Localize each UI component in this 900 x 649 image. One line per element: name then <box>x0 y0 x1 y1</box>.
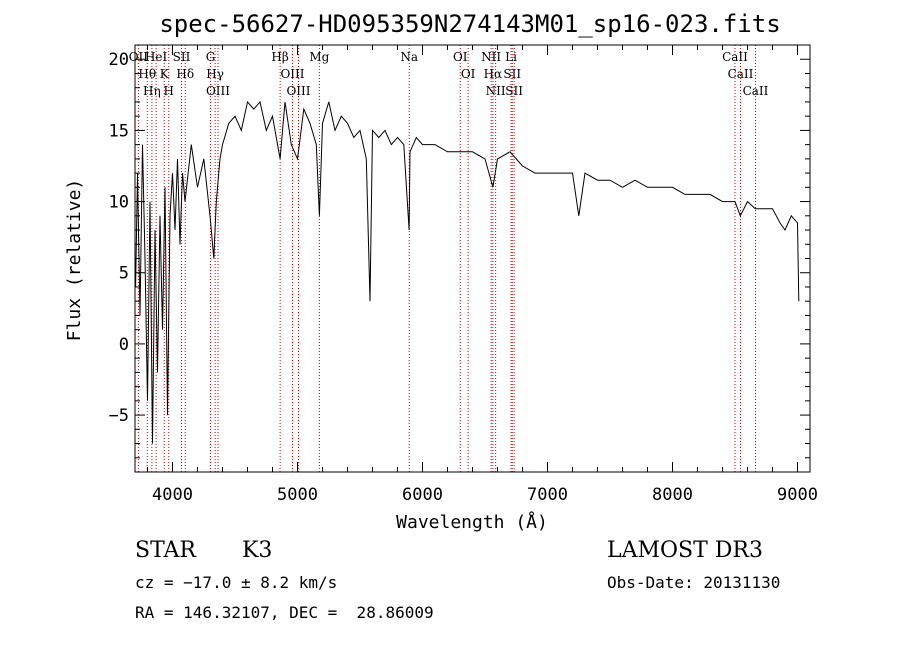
y-tick-label: 15 <box>109 121 129 141</box>
reference-line-label: OI <box>453 50 468 64</box>
reference-labels-group: OII Hθ Hη HeI KH SII Hδ G Hγ OIII Hβ OIII OIII Mg Na OI… <box>129 50 769 98</box>
y-axis-ticks: −5 0 5 10 15 20 <box>109 50 810 459</box>
observation-date: Obs-Date: 20131130 <box>607 573 781 592</box>
reference-line-label: SII <box>505 84 523 98</box>
y-axis-label: Flux (relative) <box>64 179 85 342</box>
reference-line-label: OIII <box>280 67 304 81</box>
x-tick-label: 8000 <box>652 485 693 505</box>
reference-line-label: CaII <box>743 84 769 98</box>
y-tick-label: 5 <box>119 264 129 284</box>
y-tick-label: 20 <box>109 50 129 70</box>
reference-line-label: K <box>160 67 170 81</box>
reference-line-label: OI <box>461 67 476 81</box>
x-tick-label: 7000 <box>527 485 568 505</box>
flux-series-line <box>135 100 800 444</box>
reference-line-label: Hθ <box>138 67 156 81</box>
survey-name: LAMOST DR3 <box>607 538 763 563</box>
y-tick-label: 0 <box>119 335 129 355</box>
reference-line-label: SII <box>503 67 521 81</box>
reference-line-label: CaII <box>728 67 754 81</box>
reference-line-label: Hδ <box>176 67 194 81</box>
reference-line-label: SII <box>173 50 191 64</box>
reference-line-label: HeI <box>145 50 168 64</box>
x-tick-label: 4000 <box>152 485 193 505</box>
reference-line-label: Hη <box>143 84 161 98</box>
x-tick-label: 5000 <box>277 485 318 505</box>
y-tick-label: −5 <box>109 406 129 426</box>
reference-line-label: OIII <box>206 84 230 98</box>
x-axis-label: Wavelength (Å) <box>396 511 548 533</box>
reference-line-label: Na <box>400 50 418 64</box>
x-tick-label: 9000 <box>777 485 818 505</box>
object-subclass: K3 <box>242 538 273 563</box>
y-tick-label: 10 <box>109 193 129 213</box>
reference-line-label: CaII <box>722 50 748 64</box>
chart-title: spec-56627-HD095359N274143M01_sp16-023.f… <box>159 10 780 38</box>
reference-lines-group <box>137 45 756 472</box>
reference-line-label: NII <box>486 84 506 98</box>
reference-line-label: Li <box>505 50 517 64</box>
reference-line-label: H <box>164 84 174 98</box>
reference-line-label: Hα <box>484 67 503 81</box>
redshift-info: cz = −17.0 ± 8.2 km/s <box>135 573 338 592</box>
x-axis-ticks: 4000 5000 6000 7000 8000 9000 <box>147 45 818 505</box>
object-class: STAR <box>135 538 196 563</box>
reference-line-label: NII <box>481 50 501 64</box>
reference-line-label: OIII <box>286 84 310 98</box>
reference-line-label: Hβ <box>271 50 288 64</box>
plot-frame <box>134 44 811 473</box>
reference-line-label: Hγ <box>206 67 224 81</box>
reference-line-label: Mg <box>309 50 329 64</box>
x-tick-label: 6000 <box>402 485 443 505</box>
coordinates-info: RA = 146.32107, DEC = 28.86009 <box>135 603 434 622</box>
reference-line-label: G <box>206 50 216 64</box>
reference-line-label: OII <box>129 50 149 64</box>
